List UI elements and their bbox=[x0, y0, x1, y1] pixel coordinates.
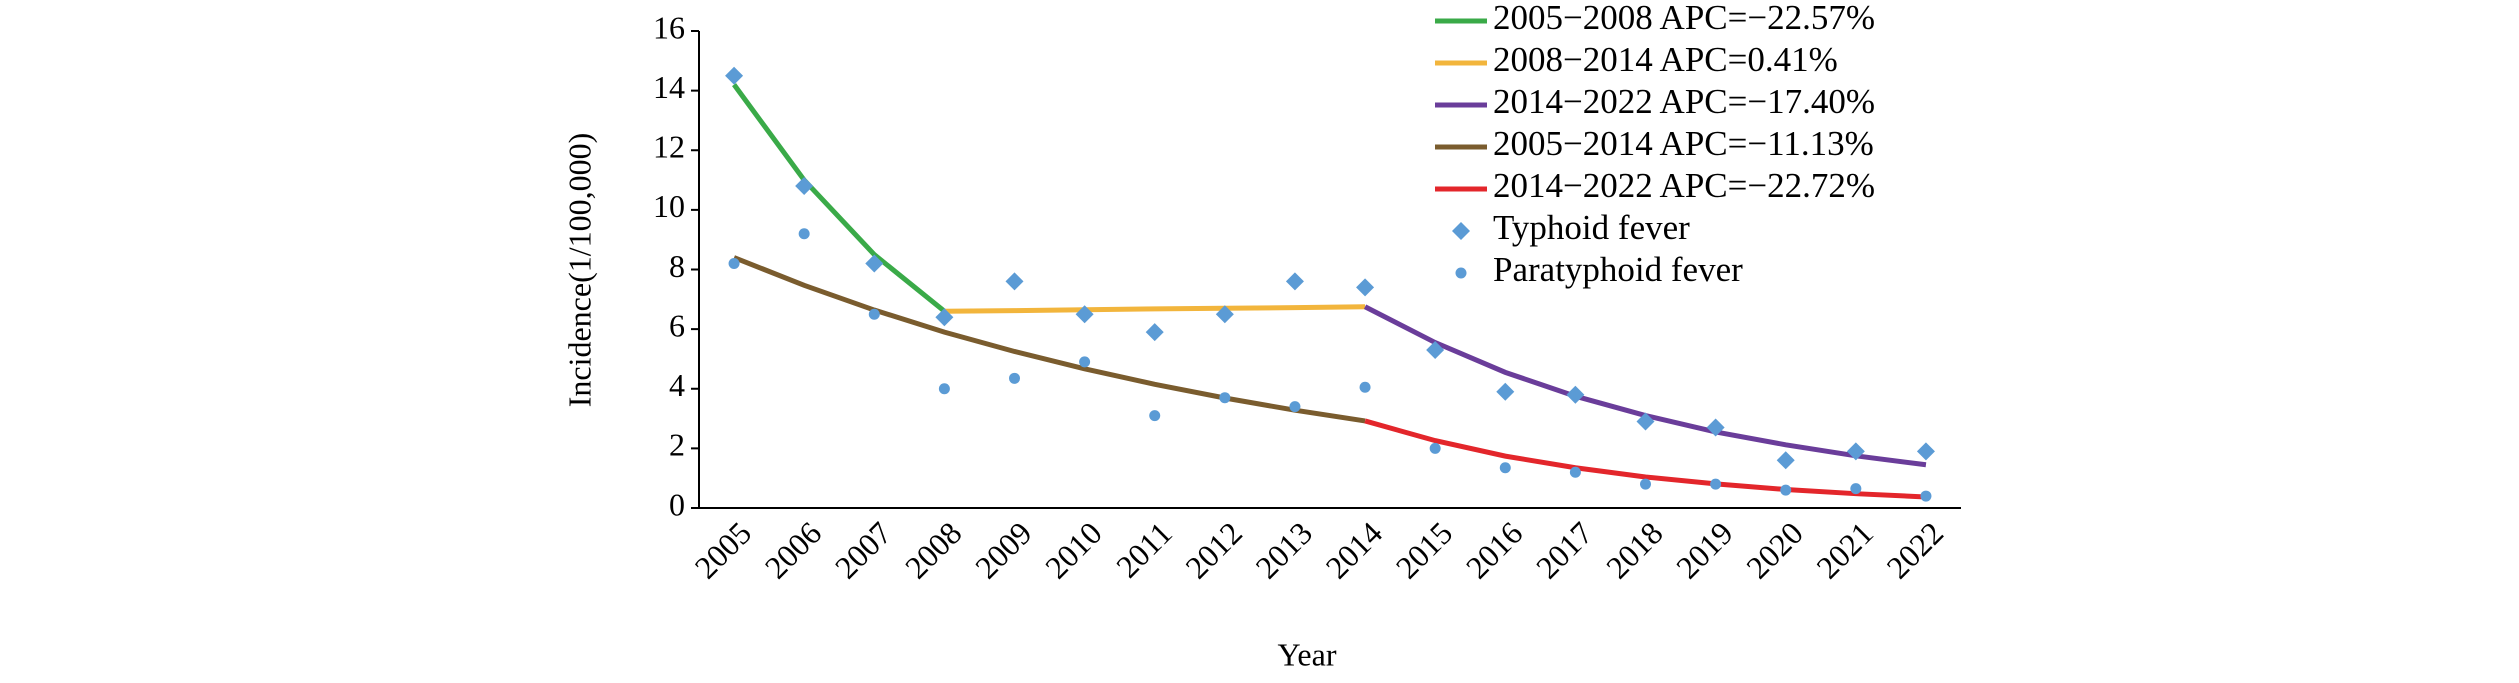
typhoid-point bbox=[1285, 272, 1304, 291]
y-axis-label: Incidence(1/100,000) bbox=[561, 133, 597, 408]
paratyphoid-point bbox=[1780, 484, 1792, 496]
y-tick-label: 12 bbox=[653, 129, 685, 165]
typhoid-point bbox=[795, 177, 814, 196]
typhoid-point bbox=[1005, 272, 1024, 291]
trend-line bbox=[1364, 418, 1927, 500]
trend-line bbox=[944, 304, 1366, 314]
x-tick-label: 2005 bbox=[687, 515, 758, 586]
x-tick-label: 2019 bbox=[1669, 515, 1740, 586]
x-tick-label: 2017 bbox=[1529, 515, 1600, 586]
x-tick-label: 2007 bbox=[828, 515, 899, 586]
x-tick-label: 2006 bbox=[758, 515, 829, 586]
x-tick-label: 2011 bbox=[1109, 515, 1179, 585]
x-tick-label: 2022 bbox=[1879, 515, 1950, 586]
paratyphoid-point bbox=[1920, 490, 1932, 502]
x-tick-label: 2012 bbox=[1178, 515, 1249, 586]
legend-label: 2014−2022 APC=−22.72% bbox=[1493, 166, 1875, 205]
x-tick-label: 2014 bbox=[1318, 515, 1389, 586]
paratyphoid-point bbox=[1219, 392, 1231, 404]
typhoid-point bbox=[725, 66, 744, 85]
paratyphoid-point bbox=[868, 308, 880, 320]
paratyphoid-point bbox=[938, 383, 950, 395]
y-tick-label: 0 bbox=[669, 486, 685, 522]
legend-label: 2005−2014 APC=−11.13% bbox=[1493, 124, 1874, 163]
legend-label: 2008−2014 APC=0.41% bbox=[1493, 40, 1838, 79]
y-tick-label: 8 bbox=[669, 248, 685, 284]
y-tick-label: 4 bbox=[669, 367, 685, 403]
x-tick-label: 2021 bbox=[1809, 515, 1880, 586]
x-tick-label: 2020 bbox=[1739, 515, 1810, 586]
typhoid-point bbox=[1496, 382, 1515, 401]
paratyphoid-point bbox=[798, 228, 810, 240]
paratyphoid-point bbox=[1359, 381, 1371, 393]
legend-label: 2005−2008 APC=−22.57% bbox=[1493, 0, 1875, 37]
typhoid-point bbox=[935, 308, 954, 327]
paratyphoid-point bbox=[1149, 410, 1161, 422]
paratyphoid-point bbox=[1850, 483, 1862, 495]
x-tick-label: 2008 bbox=[898, 515, 969, 586]
typhoid-point bbox=[1426, 340, 1445, 359]
typhoid-point bbox=[865, 254, 884, 273]
legend-swatch bbox=[1452, 222, 1470, 240]
y-tick-label: 16 bbox=[653, 9, 685, 45]
y-tick-label: 2 bbox=[669, 427, 685, 463]
y-tick-label: 10 bbox=[653, 188, 685, 224]
typhoid-point bbox=[1706, 418, 1725, 437]
typhoid-point bbox=[1356, 278, 1375, 297]
trend-line bbox=[732, 83, 946, 314]
trend-line bbox=[1363, 304, 1927, 468]
y-tick-label: 14 bbox=[653, 69, 685, 105]
paratyphoid-point bbox=[1079, 356, 1091, 368]
paratyphoid-point bbox=[1429, 442, 1441, 454]
legend-label: Typhoid fever bbox=[1493, 208, 1690, 247]
paratyphoid-point bbox=[1289, 401, 1301, 413]
x-tick-label: 2013 bbox=[1248, 515, 1319, 586]
typhoid-point bbox=[1145, 323, 1164, 342]
x-tick-label: 2018 bbox=[1599, 515, 1670, 586]
typhoid-point bbox=[1075, 305, 1094, 324]
typhoid-point bbox=[1846, 442, 1865, 461]
x-tick-label: 2009 bbox=[968, 515, 1039, 586]
x-tick-label: 2016 bbox=[1459, 515, 1530, 586]
paratyphoid-point bbox=[1640, 478, 1651, 490]
typhoid-point bbox=[1566, 385, 1585, 404]
typhoid-point bbox=[1776, 451, 1795, 470]
x-tick-label: 2010 bbox=[1038, 515, 1109, 586]
legend-label: 2014−2022 APC=−17.40% bbox=[1493, 82, 1875, 121]
paratyphoid-point bbox=[1499, 462, 1511, 474]
typhoid-point bbox=[1636, 412, 1655, 431]
y-tick-label: 6 bbox=[669, 307, 685, 343]
legend-swatch bbox=[1455, 267, 1467, 279]
paratyphoid-point bbox=[728, 258, 740, 270]
paratyphoid-point bbox=[1710, 478, 1722, 490]
typhoid-point bbox=[1916, 442, 1935, 461]
x-tick-label: 2015 bbox=[1389, 515, 1460, 586]
x-axis-label: Year bbox=[1278, 636, 1337, 672]
paratyphoid-point bbox=[1569, 466, 1581, 478]
paratyphoid-point bbox=[1009, 372, 1020, 384]
typhoid-point bbox=[1215, 305, 1234, 324]
trend-line bbox=[733, 255, 1366, 424]
legend-label: Paratyphoid fever bbox=[1493, 250, 1743, 289]
